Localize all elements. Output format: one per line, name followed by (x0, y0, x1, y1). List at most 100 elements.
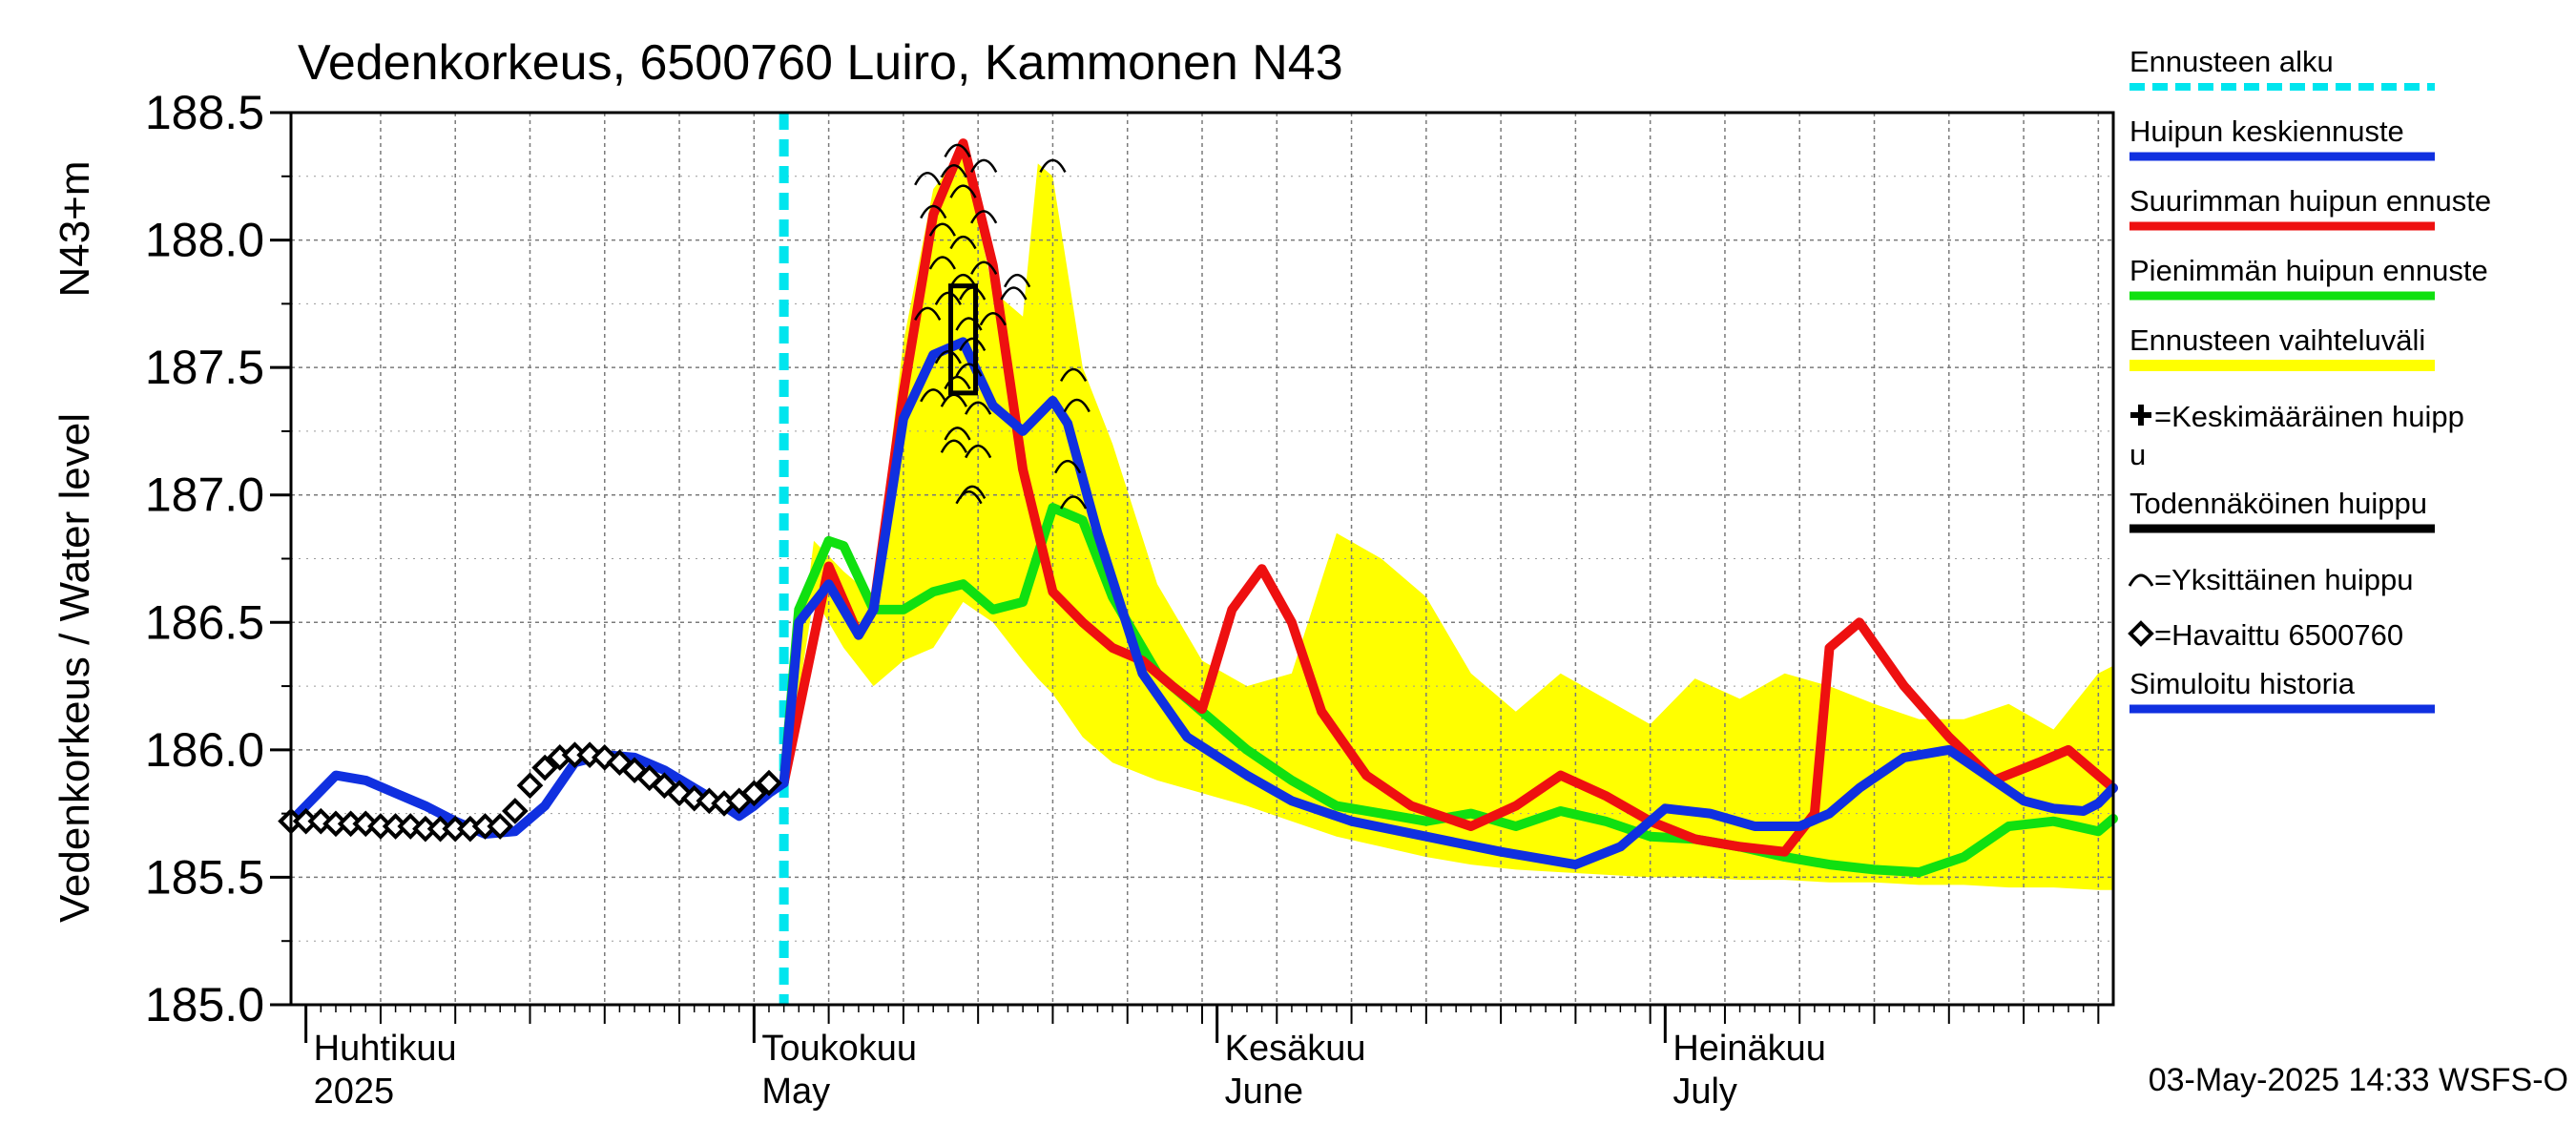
single-peak-marker (944, 427, 971, 441)
legend-label: Ennusteen alku (2129, 45, 2334, 78)
legend-item-min: Pienimmän huipun ennuste (2129, 254, 2488, 301)
legend-diamond-symbol (2128, 620, 2154, 647)
legend-label: =Yksittäinen huippu (2154, 563, 2413, 596)
legend: Ennusteen alku Huipun keskiennuste Suurimm… (2128, 45, 2491, 714)
month-label-fi: Heinäkuu (1672, 1029, 1826, 1069)
y-axis-label: Vedenkorkeus / Water level (52, 413, 98, 923)
legend-item-range: Ennusteen vaihteluväli (2129, 323, 2435, 371)
single-peak-marker (934, 350, 962, 364)
markers-layer (278, 143, 1091, 843)
month-label-en: May (761, 1072, 830, 1112)
observed-point (635, 764, 663, 792)
legend-arc-symbol (2128, 573, 2154, 587)
mean-peak-forecast-line (779, 337, 2118, 870)
min-peak-forecast-line (779, 503, 2118, 878)
single-peak-marker (920, 388, 947, 403)
y-tick-label: 187.0 (145, 468, 264, 522)
y-axis-unit: N43+m (52, 160, 98, 297)
single-peak-marker (970, 158, 998, 174)
legend-label: Suurimman huipun ennuste (2129, 184, 2491, 218)
legend-item-mean: Huipun keskiennuste (2129, 114, 2435, 161)
legend-label: Todennäköinen huippu (2129, 487, 2427, 520)
forecast-range-band (783, 151, 2113, 890)
single-peak-marker (965, 444, 992, 459)
observed-point (531, 754, 558, 781)
observed-point (502, 798, 529, 824)
series-lines-layer (286, 113, 2118, 1005)
observed-point (576, 741, 603, 769)
legend-band-swatch (2129, 360, 2435, 371)
observed-point (756, 769, 782, 797)
single-peak-marker (970, 260, 998, 275)
single-peak-marker (928, 256, 956, 270)
legend-item-observed: =Havaittu 6500760 (2128, 618, 2403, 652)
single-peak-marker (1000, 286, 1028, 301)
y-tick-label: 188.5 (145, 86, 264, 139)
single-peak-marker (914, 306, 942, 321)
single-peak-marker (955, 317, 983, 331)
single-peak-marker (959, 485, 987, 499)
single-peak-marker (949, 184, 977, 198)
y-tick-label: 185.5 (145, 850, 264, 904)
single-peak-marker (1059, 367, 1088, 383)
observed-point (516, 772, 544, 800)
legend-item-simulated: Simuloitu historia (2129, 667, 2435, 714)
single-peak-marker (1004, 273, 1031, 288)
single-peak-marker (928, 222, 956, 237)
observed-point (352, 810, 380, 838)
single-peak-marker (944, 375, 971, 390)
legend-label: Huipun keskiennuste (2129, 114, 2404, 148)
y-tick-label: 185.0 (145, 978, 264, 1031)
single-peak-marker (955, 363, 983, 377)
month-label-en: 2025 (314, 1072, 395, 1112)
month-label-en: June (1225, 1072, 1303, 1112)
observed-point (740, 780, 768, 807)
chart-title: Vedenkorkeus, 6500760 Luiro, Kammonen N4… (298, 35, 1343, 91)
axis-ticks-layer: 185.0 185.5 186.0 186.5 187.0 187.5 188.0 188.5… (145, 86, 2100, 1112)
month-label-fi: Toukokuu (761, 1029, 917, 1069)
single-peak-marker (965, 401, 992, 415)
legend-label: =Keskimääräinen huipp (2154, 400, 2464, 433)
legend-label: Pienimmän huipun ennuste (2129, 254, 2488, 287)
single-peak-marker (1053, 459, 1082, 474)
single-peak-marker (955, 489, 983, 505)
legend-label-continued: u (2129, 438, 2146, 471)
single-peak-marker (940, 164, 967, 178)
single-peak-marker (959, 337, 987, 352)
forecast-range-band-layer (783, 151, 2113, 890)
single-peak-marker (944, 143, 971, 157)
single-peak-marker (979, 311, 1007, 326)
observed-point (696, 787, 723, 815)
single-peak-marker (1059, 495, 1088, 510)
observed-point (621, 757, 648, 784)
single-peak-marker (1063, 398, 1091, 413)
single-peak-marker (920, 204, 947, 219)
single-peak-marker (940, 439, 967, 453)
single-peak-marker (914, 172, 942, 186)
y-axis-title: Vedenkorkeus / Water level N43+m (52, 160, 98, 923)
month-label-fi: Huhtikuu (314, 1029, 457, 1069)
legend-plus-symbol (2130, 405, 2151, 426)
legend-label: Simuloitu historia (2129, 667, 2356, 700)
y-tick-label: 187.5 (145, 341, 264, 394)
observed-point (591, 744, 618, 771)
month-label-en: July (1672, 1072, 1737, 1112)
grid-layer (291, 113, 2113, 1005)
legend-item-single_peak: =Yksittäinen huippu (2128, 563, 2413, 596)
single-peak-marker (934, 291, 962, 305)
legend-label: =Havaittu 6500760 (2154, 618, 2403, 652)
legend-item-likely_peak: Todennäköinen huippu (2129, 487, 2435, 533)
legend-item-mean_peak: =Keskimääräinen huippu (2129, 400, 2464, 471)
likely-peak-marker (948, 283, 979, 396)
single-peak-marker (949, 235, 977, 250)
observed-point (487, 813, 514, 840)
legend-item-max: Suurimman huipun ennuste (2129, 184, 2491, 231)
max-peak-forecast-line (779, 138, 2118, 857)
month-label-fi: Kesäkuu (1225, 1029, 1366, 1069)
y-tick-label: 186.5 (145, 595, 264, 649)
legend-item-forecast_start: Ennusteen alku (2129, 45, 2435, 91)
legend-label: Ennusteen vaihteluväli (2129, 323, 2425, 357)
y-tick-label: 186.0 (145, 723, 264, 777)
footer-timestamp: 03-May-2025 14:33 WSFS-O (2149, 1062, 2568, 1098)
